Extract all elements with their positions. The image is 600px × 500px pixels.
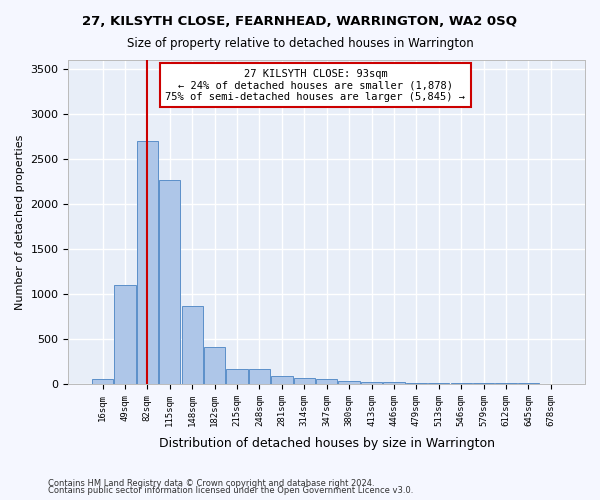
Text: 27 KILSYTH CLOSE: 93sqm
← 24% of detached houses are smaller (1,878)
75% of semi: 27 KILSYTH CLOSE: 93sqm ← 24% of detache… xyxy=(166,68,466,102)
Bar xyxy=(92,380,113,384)
Bar xyxy=(406,382,427,384)
Bar xyxy=(361,382,382,384)
Bar xyxy=(182,306,203,384)
Bar xyxy=(137,141,158,384)
Bar xyxy=(338,381,360,384)
Y-axis label: Number of detached properties: Number of detached properties xyxy=(15,134,25,310)
Text: Contains public sector information licensed under the Open Government Licence v3: Contains public sector information licen… xyxy=(48,486,413,495)
Bar xyxy=(271,376,293,384)
Bar xyxy=(316,380,337,384)
Text: 27, KILSYTH CLOSE, FEARNHEAD, WARRINGTON, WA2 0SQ: 27, KILSYTH CLOSE, FEARNHEAD, WARRINGTON… xyxy=(83,15,517,28)
Bar xyxy=(204,347,225,384)
Bar xyxy=(115,285,136,384)
Bar xyxy=(226,368,248,384)
Bar xyxy=(159,180,181,384)
Text: Size of property relative to detached houses in Warrington: Size of property relative to detached ho… xyxy=(127,38,473,51)
X-axis label: Distribution of detached houses by size in Warrington: Distribution of detached houses by size … xyxy=(159,437,495,450)
Bar xyxy=(383,382,404,384)
Bar xyxy=(428,383,449,384)
Bar xyxy=(293,378,315,384)
Bar xyxy=(249,369,270,384)
Text: Contains HM Land Registry data © Crown copyright and database right 2024.: Contains HM Land Registry data © Crown c… xyxy=(48,478,374,488)
